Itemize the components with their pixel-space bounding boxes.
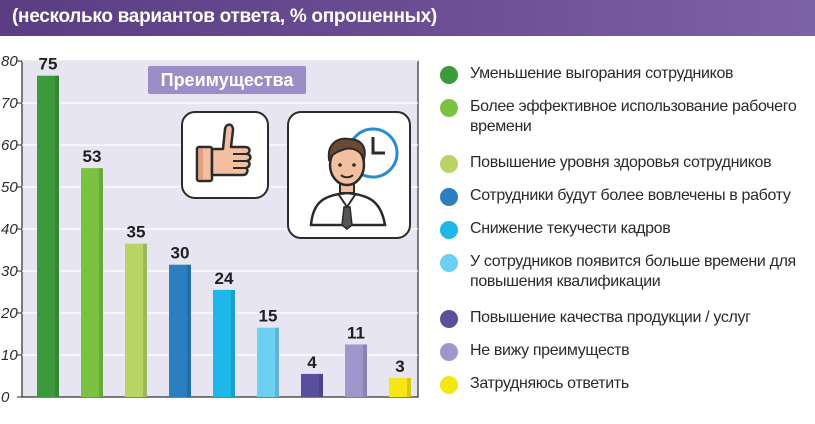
legend-label: У сотрудников появится больше времени дл… [470,253,796,290]
thumbs-up-icon [181,111,269,199]
legend-item: Повышение качества продукции / услуг [440,308,810,328]
legend-label: Не вижу преимуществ [470,342,630,359]
data-label: 24 [215,269,234,288]
legend-swatch [440,188,458,206]
legend-swatch [440,221,458,239]
bar [169,264,191,397]
legend-swatch [440,66,458,84]
data-label: 53 [83,147,102,166]
advantages-badge: Преимущества [148,66,306,94]
legend-item: У сотрудников появится больше времени дл… [440,252,810,292]
bar-shade [275,327,279,397]
y-tick-label: 80 [1,53,18,70]
legend-label: Затрудняюсь ответить [470,375,629,392]
y-tick-label: 50 [1,179,18,196]
y-tick-label: 60 [1,137,18,154]
legend-swatch [440,254,458,272]
employee-clock-icon [287,111,411,239]
legend-label: Сотрудники будут более вовлечены в работ… [470,187,791,204]
legend-label: Уменьшение выгорания сотрудников [470,65,734,82]
data-label: 30 [171,244,190,263]
y-tick-label: 70 [1,95,18,112]
bar [389,378,411,397]
bar-shade [319,373,323,397]
legend-item: Снижение текучести кадров [440,219,810,239]
legend-swatch [440,155,458,173]
legend-label: Повышение качества продукции / услуг [470,309,751,326]
y-tick-label: 40 [1,221,18,238]
legend-item: Повышение уровня здоровья сотрудников [440,153,810,173]
data-label: 35 [127,223,146,242]
bar [213,289,235,397]
bar [81,168,103,397]
legend-swatch [440,343,458,361]
legend-item: Более эффективное использование рабочего… [440,97,810,137]
y-tick-label: 10 [1,347,18,364]
data-label: 15 [259,307,278,326]
bar [301,373,323,397]
y-tick-label: 20 [0,305,18,322]
legend-item: Не вижу преимуществ [440,341,810,361]
bar-shade [187,264,191,397]
bar-shade [407,378,411,397]
data-label: 75 [39,55,58,74]
legend-swatch [440,99,458,117]
bar [257,327,279,397]
chart-subtitle: (несколько вариантов ответа, % опрошенны… [12,6,437,27]
bar-shade [363,344,367,397]
data-label: 11 [347,324,365,343]
legend-item: Уменьшение выгорания сотрудников [440,64,810,84]
bar-shade [231,289,235,397]
bar [125,243,147,397]
bar [345,344,367,397]
legend-label: Снижение текучести кадров [470,220,671,237]
y-tick-label: 0 [1,389,10,406]
header-bar: (несколько вариантов ответа, % опрошенны… [0,0,815,36]
bar-shade [99,168,103,397]
data-label: 4 [307,353,317,372]
bar-shade [55,75,59,397]
legend-swatch [440,376,458,394]
legend-item: Сотрудники будут более вовлечены в работ… [440,186,810,206]
data-label: 3 [395,357,404,376]
y-tick-label: 30 [1,263,18,280]
legend-item: Затрудняюсь ответить [440,374,810,394]
bar-shade [143,243,147,397]
legend-label: Более эффективное использование рабочего… [470,98,797,135]
legend-label: Повышение уровня здоровья сотрудников [470,154,772,171]
legend-swatch [440,310,458,328]
bar [37,75,59,397]
